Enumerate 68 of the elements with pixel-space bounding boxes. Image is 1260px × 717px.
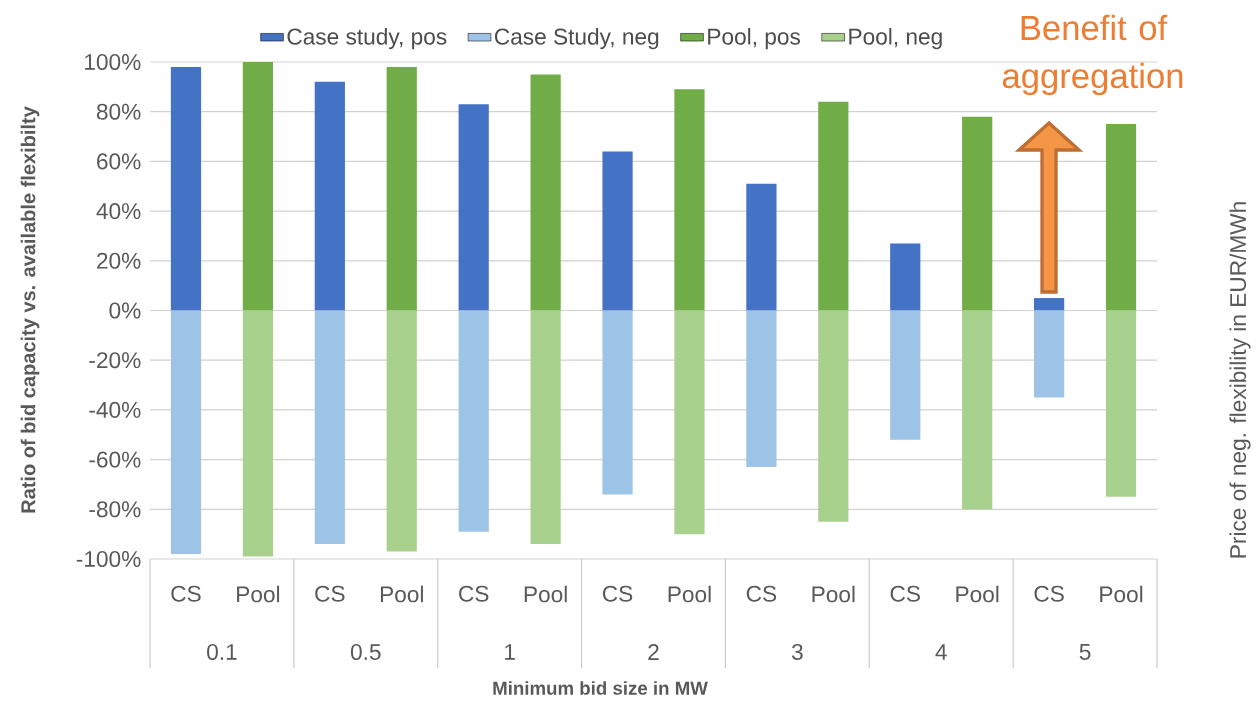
x-tick-label: Pool (668, 585, 711, 603)
x-tick-label: CS (171, 585, 201, 602)
text: 0.1 (207, 643, 237, 661)
x-tick-label: Pool (1100, 585, 1143, 603)
legend-label: Case study, pos (287, 28, 447, 50)
y-tick-label: 20% (97, 252, 141, 269)
y-tick-label: 80% (96, 103, 141, 120)
bar (170, 66, 202, 311)
bar (890, 310, 921, 440)
text: 0.5 (350, 643, 381, 661)
x-tick-label: Pool (812, 585, 855, 603)
legend-label: Pool, neg (849, 28, 942, 50)
bar (962, 116, 993, 311)
bar (386, 66, 417, 311)
x-tick-label: CS (315, 585, 345, 602)
x-tick-label: Pool (956, 585, 999, 603)
bar (242, 61, 274, 311)
y-axis-title: Ratio of bid capacity vs. available flexibilty (20, 106, 40, 513)
x-tick-label: CS (890, 585, 920, 602)
x-tick-label: CS (746, 585, 777, 602)
bar (530, 74, 561, 311)
y-tick-label: 0% (109, 302, 141, 319)
y-tick-label: -100% (76, 550, 141, 568)
x-tick-label: CS (459, 585, 489, 602)
bar (674, 89, 705, 311)
y-tick-label: -60% (89, 451, 141, 468)
y2-axis-title: Price of neg. flexibility in EUR/MWh (1229, 202, 1251, 558)
bar (458, 310, 489, 532)
x-tick-label: CS (1034, 585, 1064, 602)
bar (242, 310, 274, 557)
bar (602, 151, 633, 311)
bar (674, 310, 705, 535)
bar (602, 310, 633, 495)
bar (1034, 298, 1065, 311)
bar (818, 310, 849, 522)
text: 2 (648, 644, 659, 660)
y-tick-label: -80% (89, 501, 141, 518)
annotation: Benefit of aggregation (1002, 14, 1183, 96)
x-tick-label: Pool (524, 585, 567, 603)
y-tick-label: -40% (89, 401, 141, 418)
bar (1105, 310, 1137, 497)
bar (530, 310, 561, 545)
bar (314, 81, 345, 311)
x-tick-label: CS (602, 585, 633, 602)
text: 4 (935, 644, 947, 660)
text: 3 (791, 643, 803, 661)
bar (962, 310, 993, 510)
legend-label: Pool, pos (708, 28, 800, 50)
bar (170, 310, 202, 555)
y-tick-label: 40% (96, 203, 141, 220)
text: 5 (1079, 644, 1091, 660)
x-tick-label: Pool (380, 585, 423, 603)
bar (890, 243, 921, 311)
bar (1034, 310, 1065, 398)
x-tick-label: Pool (237, 585, 280, 603)
bar (386, 310, 417, 552)
bar (746, 183, 777, 311)
legend-label: Case Study, neg (494, 28, 659, 50)
y-tick-label: -20% (89, 352, 141, 369)
y-tick-label: 60% (97, 153, 141, 170)
y-tick-label: 100% (85, 53, 141, 71)
text: 1 (505, 644, 515, 660)
bar (746, 310, 777, 468)
x-axis-title: Minimum bid size in MW (493, 681, 708, 695)
bar (818, 101, 849, 311)
bar (1105, 124, 1137, 311)
bar (314, 310, 345, 545)
bar (458, 104, 489, 311)
